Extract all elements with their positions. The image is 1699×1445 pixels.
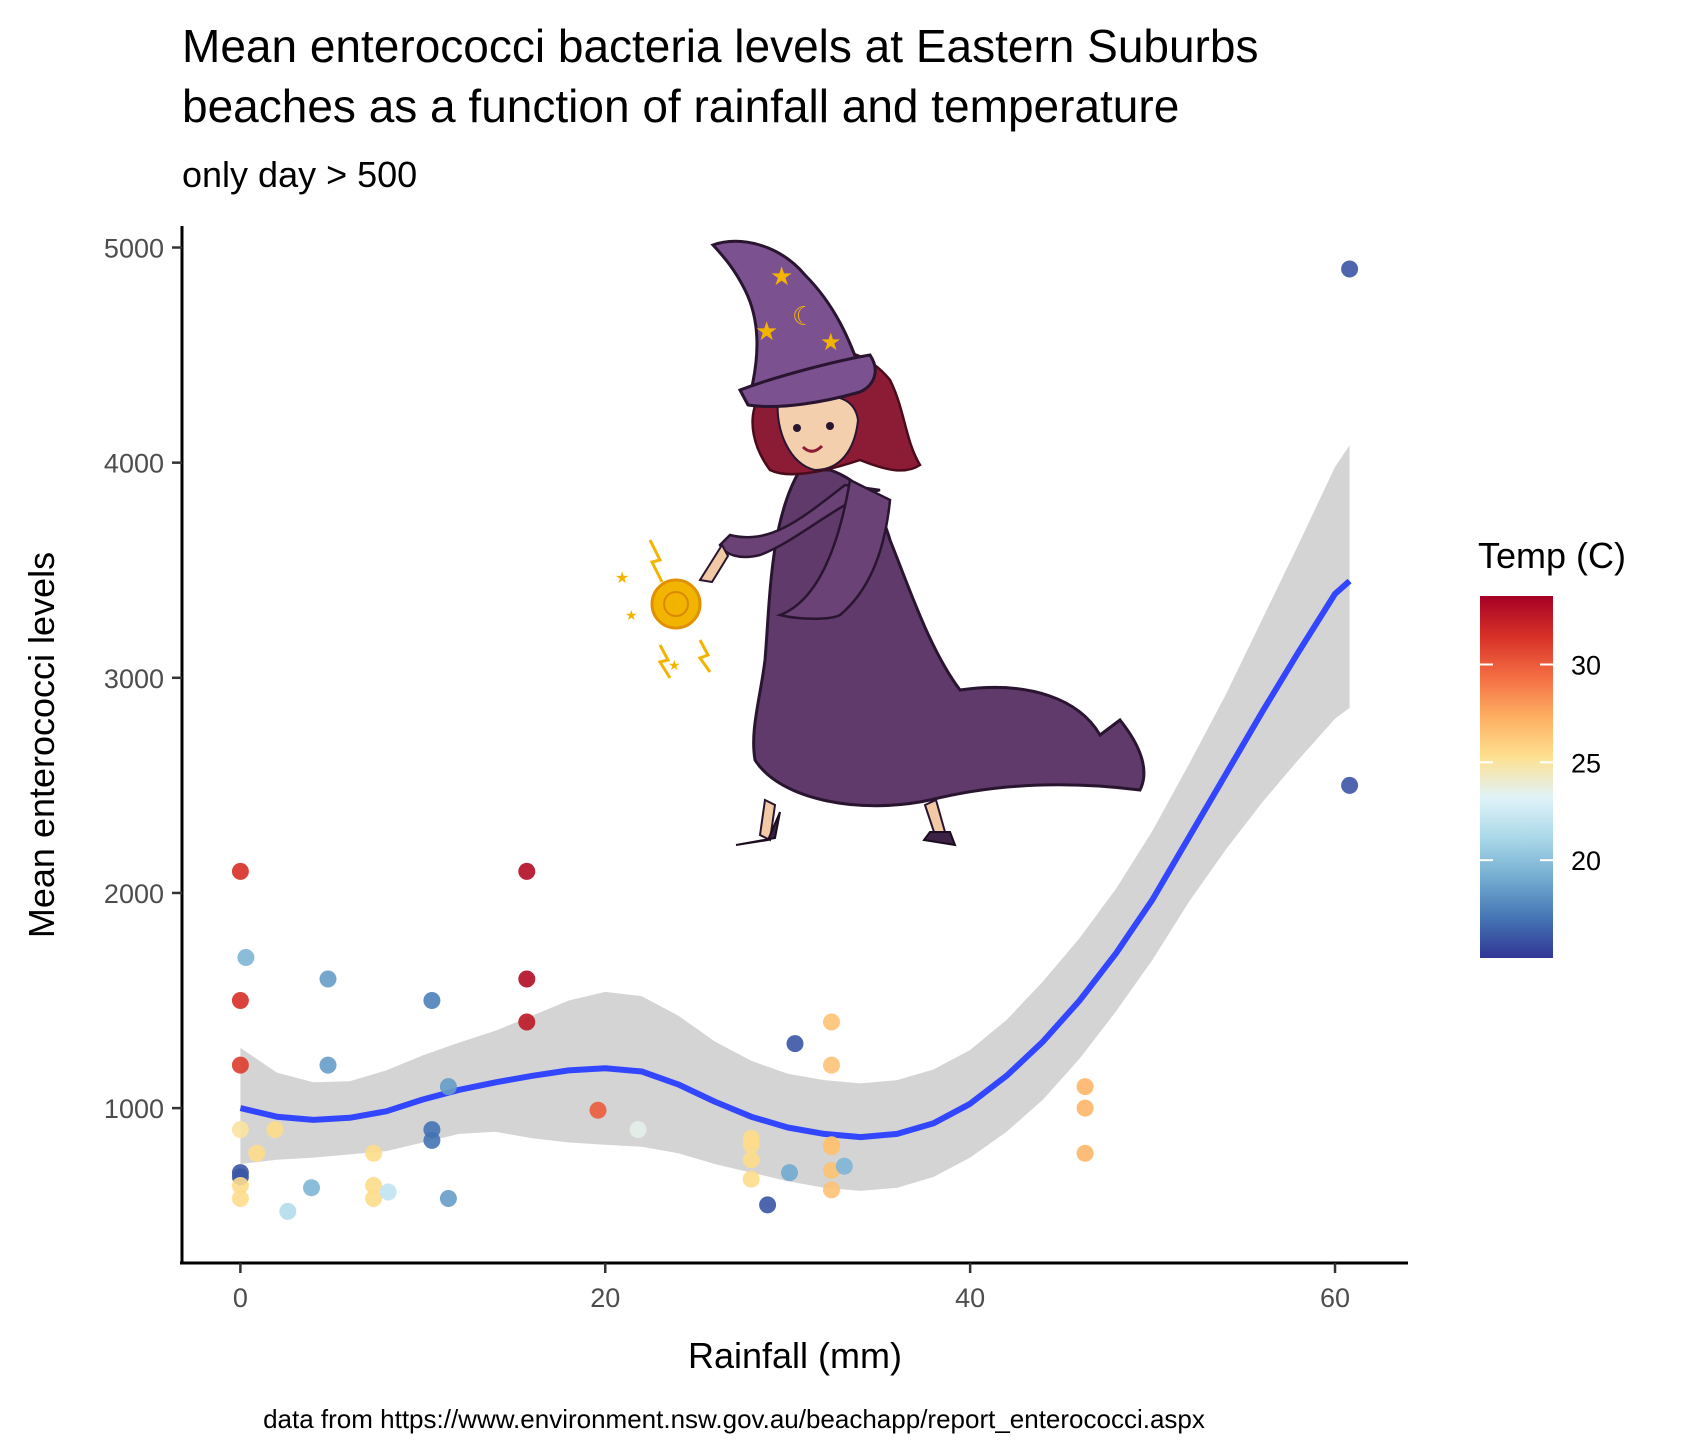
magic-star-1: ★ xyxy=(615,568,629,587)
data-point-41 xyxy=(823,1181,840,1199)
data-point-1 xyxy=(231,992,249,1009)
data-point-42 xyxy=(835,1157,853,1175)
wizard-leg-right xyxy=(923,798,947,837)
magic-spark-1 xyxy=(648,539,664,583)
magic-star-3: ★ xyxy=(668,658,681,674)
chart-title-line-1: Mean enterococci bacteria levels at East… xyxy=(182,20,1258,72)
data-point-12 xyxy=(303,1179,320,1197)
wizard-mouth xyxy=(801,444,824,453)
data-point-33 xyxy=(759,1196,777,1214)
wizard-sleeve xyxy=(775,478,892,620)
wizard-hat-star-1: ★ xyxy=(770,262,793,292)
data-point-44 xyxy=(1076,1099,1094,1117)
x-axis-ticks: 0 20 40 60 xyxy=(233,1263,1350,1313)
data-point-39 xyxy=(823,1138,840,1156)
data-point-22 xyxy=(439,1078,457,1096)
data-point-28 xyxy=(629,1121,647,1139)
data-point-30 xyxy=(742,1136,760,1154)
data-point-34 xyxy=(781,1164,798,1182)
data-point-7 xyxy=(231,1177,249,1194)
data-points-layer xyxy=(231,260,1359,1220)
data-point-31 xyxy=(742,1151,760,1169)
y-tick-label: 1000 xyxy=(104,1094,164,1124)
data-point-43 xyxy=(1076,1078,1094,1096)
x-tick-label: 40 xyxy=(955,1283,985,1313)
chart-subtitle: only day > 500 xyxy=(182,154,417,195)
data-point-37 xyxy=(823,1056,840,1074)
wizard-eye-left xyxy=(793,424,801,432)
wizard-arm xyxy=(718,483,881,559)
x-tick-label: 0 xyxy=(233,1283,248,1313)
magic-orb xyxy=(650,578,702,630)
x-tick-label: 60 xyxy=(1320,1283,1350,1313)
data-point-35 xyxy=(786,1035,804,1053)
data-point-11 xyxy=(279,1202,297,1220)
data-point-26 xyxy=(518,1013,536,1031)
magic-orb-swirl xyxy=(663,591,689,617)
data-point-40 xyxy=(823,1162,840,1179)
wizard-shoe-left xyxy=(735,811,781,846)
data-point-15 xyxy=(365,1144,383,1162)
magic-spark-2 xyxy=(657,644,672,679)
magic-star-2: ★ xyxy=(625,608,638,624)
wizard-hat-star-2: ★ xyxy=(755,317,778,347)
data-point-21 xyxy=(423,1131,441,1149)
data-point-25 xyxy=(518,970,536,988)
legend-colorbar xyxy=(1480,596,1553,958)
y-tick-label: 3000 xyxy=(104,664,164,694)
smooth-line-layer xyxy=(239,578,1352,1141)
smooth-fit-line xyxy=(239,578,1352,1141)
wizard-shoe-right xyxy=(922,831,957,847)
wizard-hat-brim xyxy=(737,353,877,409)
data-point-47 xyxy=(1341,776,1359,794)
data-point-32 xyxy=(742,1170,760,1188)
data-point-46 xyxy=(1341,260,1359,278)
data-point-45 xyxy=(1076,1144,1094,1162)
data-point-17 xyxy=(365,1190,383,1207)
data-point-36 xyxy=(823,1013,840,1031)
chart-caption: data from https://www.environment.nsw.go… xyxy=(263,1404,1205,1434)
x-tick-label: 20 xyxy=(590,1283,620,1313)
wizard-eye-right xyxy=(826,422,834,430)
legend-ticks: 20 25 30 xyxy=(1480,650,1601,876)
wizard-illustration: ★ ★ ★ ☾ ★ ★ ★ xyxy=(615,239,1146,847)
y-axis-ticks: 1000 2000 3000 4000 5000 xyxy=(104,234,182,1124)
data-point-10 xyxy=(266,1121,284,1139)
y-tick-label: 4000 xyxy=(104,449,164,479)
magic-spark-3 xyxy=(697,639,712,673)
y-axis-title: Mean enterococci levels xyxy=(21,552,62,938)
legend-title: Temp (C) xyxy=(1478,535,1626,576)
legend-tick-label: 20 xyxy=(1571,846,1601,876)
x-axis-title: Rainfall (mm) xyxy=(688,1335,902,1376)
data-point-13 xyxy=(319,970,337,988)
data-point-9 xyxy=(248,1144,266,1162)
data-point-27 xyxy=(589,1101,607,1119)
data-point-23 xyxy=(439,1190,457,1207)
chart-title-line-2: beaches as a function of rainfall and te… xyxy=(182,80,1179,132)
wizard-hat-moon: ☾ xyxy=(792,302,815,332)
data-point-4 xyxy=(231,1121,249,1139)
data-point-16 xyxy=(365,1177,383,1194)
data-point-3 xyxy=(237,949,255,966)
data-point-14 xyxy=(319,1056,337,1074)
data-point-2 xyxy=(231,1056,249,1074)
legend-tick-label: 30 xyxy=(1571,650,1601,680)
data-point-18 xyxy=(379,1183,397,1201)
y-tick-label: 2000 xyxy=(104,879,164,909)
y-tick-label: 5000 xyxy=(104,234,164,264)
wizard-hat-star-3: ★ xyxy=(820,328,842,356)
legend-tick-label: 25 xyxy=(1571,748,1601,778)
data-point-0 xyxy=(231,862,249,880)
data-point-8 xyxy=(231,1190,249,1207)
data-point-19 xyxy=(423,992,441,1009)
data-point-24 xyxy=(518,862,536,880)
wizard-hand xyxy=(698,543,730,584)
